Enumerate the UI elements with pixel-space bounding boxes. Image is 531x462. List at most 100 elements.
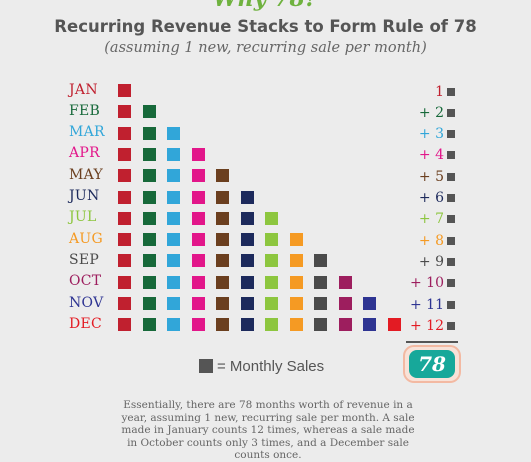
increment-oct: + 10 bbox=[395, 274, 455, 292]
increment-mar: + 3 bbox=[395, 125, 455, 143]
sale-square-dec-jun bbox=[240, 318, 254, 332]
increment-label: + 5 bbox=[418, 168, 444, 185]
increment-sep: + 9 bbox=[395, 253, 455, 271]
sale-square-mar-feb bbox=[142, 126, 156, 140]
month-label-jun: JUN bbox=[69, 188, 100, 204]
square-marker-icon bbox=[447, 215, 455, 224]
sale-square-dec-mar bbox=[167, 318, 180, 332]
sale-square-nov-feb bbox=[142, 297, 156, 310]
month-label-feb: FEB bbox=[69, 102, 101, 119]
sale-square-dec-sep bbox=[314, 318, 327, 332]
sale-square-nov-jul bbox=[265, 297, 278, 310]
legend-label: = Monthly Sales bbox=[217, 357, 325, 375]
sale-square-nov-mar bbox=[167, 297, 180, 310]
legend: = Monthly Sales bbox=[199, 357, 324, 375]
increment-label: + 6 bbox=[418, 190, 444, 206]
increment-label: + 7 bbox=[418, 211, 444, 228]
sale-square-dec-feb bbox=[142, 318, 156, 332]
square-marker-icon bbox=[447, 87, 455, 96]
increment-apr: + 4 bbox=[395, 146, 455, 164]
sale-square-jul-jul bbox=[265, 211, 278, 225]
sale-square-aug-jun bbox=[240, 233, 254, 247]
increment-label: + 8 bbox=[418, 232, 444, 249]
month-label-jan: JAN bbox=[69, 81, 98, 98]
sum-divider bbox=[406, 341, 458, 343]
sale-square-sep-apr bbox=[191, 254, 205, 268]
sale-square-aug-jul bbox=[265, 233, 278, 247]
sale-square-aug-jan bbox=[118, 233, 131, 247]
square-marker-icon bbox=[447, 108, 455, 117]
square-marker-icon bbox=[447, 151, 455, 160]
sale-square-oct-oct bbox=[338, 275, 352, 289]
sale-square-nov-sep bbox=[314, 297, 327, 310]
sale-square-may-mar bbox=[167, 169, 180, 183]
sale-square-sep-aug bbox=[289, 254, 303, 268]
square-marker-icon bbox=[447, 130, 455, 139]
total-value: 78 bbox=[409, 350, 455, 378]
increment-nov: + 11 bbox=[395, 296, 455, 314]
increment-label: + 9 bbox=[418, 253, 444, 270]
increment-jan: 1 bbox=[395, 83, 455, 101]
square-marker-icon bbox=[447, 257, 455, 266]
sale-square-oct-jan bbox=[118, 275, 131, 289]
sale-square-apr-apr bbox=[191, 147, 205, 161]
sale-square-nov-jun bbox=[240, 297, 254, 310]
sale-square-apr-mar bbox=[167, 147, 180, 161]
square-marker-icon bbox=[447, 172, 455, 181]
sale-square-jun-mar bbox=[167, 190, 180, 204]
sale-square-jun-feb bbox=[142, 190, 156, 204]
square-marker-icon bbox=[447, 300, 455, 309]
sale-square-apr-feb bbox=[142, 147, 156, 161]
square-marker-icon bbox=[447, 321, 455, 330]
month-label-mar: MAR bbox=[69, 124, 105, 141]
sale-square-aug-feb bbox=[142, 233, 156, 247]
increment-label: + 12 bbox=[410, 317, 444, 334]
month-label-may: MAY bbox=[69, 166, 104, 183]
increment-aug: + 8 bbox=[395, 232, 455, 250]
sale-square-dec-aug bbox=[289, 318, 303, 332]
month-label-dec: DEC bbox=[69, 315, 103, 332]
sale-square-jun-may bbox=[216, 190, 229, 204]
increment-jul: + 7 bbox=[395, 210, 455, 228]
month-label-aug: AUG bbox=[69, 230, 103, 247]
sale-square-mar-jan bbox=[118, 126, 131, 140]
sale-square-nov-oct bbox=[338, 297, 352, 310]
chart-title: Recurring Revenue Stacks to Form Rule of… bbox=[54, 17, 477, 36]
sale-square-jul-jan bbox=[118, 211, 131, 225]
month-label-oct: OCT bbox=[69, 273, 102, 290]
sale-square-aug-aug bbox=[289, 233, 303, 247]
sale-square-may-feb bbox=[142, 169, 156, 183]
increment-label: + 3 bbox=[418, 126, 444, 143]
sale-square-dec-jan bbox=[118, 318, 131, 332]
increment-label: 1 bbox=[435, 83, 444, 100]
sale-square-oct-mar bbox=[167, 275, 180, 289]
sale-square-jun-jun bbox=[240, 190, 254, 204]
sale-square-nov-may bbox=[216, 297, 229, 310]
sale-square-aug-may bbox=[216, 233, 229, 247]
increment-feb: + 2 bbox=[395, 104, 455, 122]
sale-square-apr-jan bbox=[118, 147, 131, 161]
sale-square-jul-feb bbox=[142, 211, 156, 225]
sale-square-dec-jul bbox=[265, 318, 278, 332]
square-marker-icon bbox=[447, 194, 455, 202]
sale-square-dec-apr bbox=[191, 318, 205, 332]
sale-square-oct-may bbox=[216, 275, 229, 289]
sale-square-sep-sep bbox=[314, 254, 327, 268]
increment-label: + 4 bbox=[418, 147, 444, 164]
sale-square-may-jan bbox=[118, 169, 131, 183]
legend-swatch-icon bbox=[199, 359, 213, 373]
sale-square-nov-nov bbox=[363, 297, 376, 310]
month-label-sep: SEP bbox=[69, 251, 100, 268]
sale-square-jul-may bbox=[216, 211, 229, 225]
month-label-apr: APR bbox=[69, 145, 100, 162]
sale-square-sep-may bbox=[216, 254, 229, 268]
sale-square-nov-aug bbox=[289, 297, 303, 310]
sale-square-mar-mar bbox=[167, 126, 180, 140]
sale-square-dec-oct bbox=[338, 318, 352, 332]
sale-square-dec-dec bbox=[387, 318, 401, 332]
increment-dec: + 12 bbox=[395, 317, 455, 335]
sale-square-dec-nov bbox=[363, 318, 376, 332]
sale-square-may-may bbox=[216, 169, 229, 183]
month-label-jul: JUL bbox=[69, 209, 97, 226]
sale-square-dec-may bbox=[216, 318, 229, 332]
